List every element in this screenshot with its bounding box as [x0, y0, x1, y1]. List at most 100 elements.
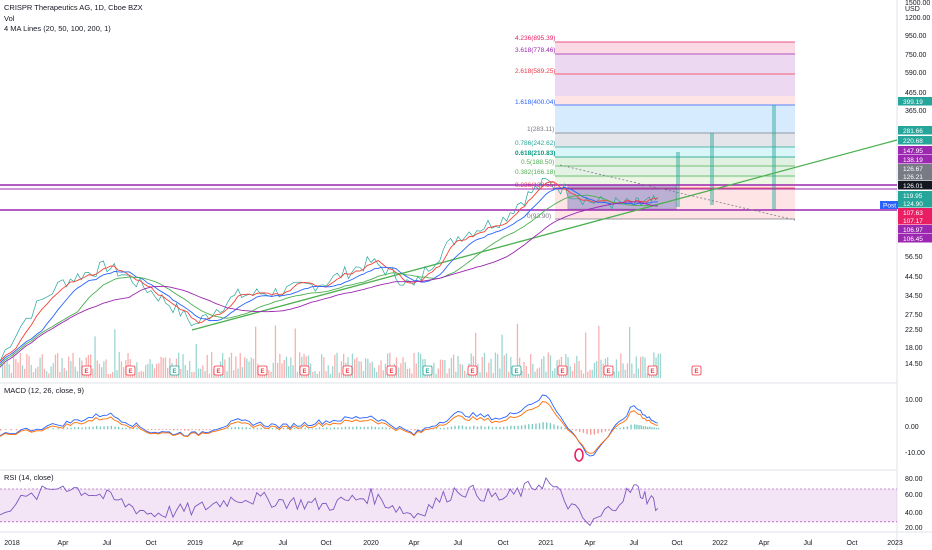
volume-bar [446, 373, 448, 378]
volume-bar [233, 370, 235, 378]
volume-bar [400, 363, 402, 378]
volume-bar [202, 365, 204, 378]
volume-bar [642, 356, 644, 378]
volume-bar [244, 357, 246, 378]
macd-hist-bar [118, 426, 120, 430]
rsi-tick: 80.00 [905, 476, 923, 483]
macd-highlight [574, 448, 584, 462]
macd-hist-bar [31, 429, 33, 430]
macd-hist-bar [495, 426, 497, 430]
earnings-event: E [169, 365, 180, 376]
macd-hist-bar [356, 426, 358, 430]
rsi-tick: 60.00 [905, 492, 923, 499]
macd-tick: 10.00 [905, 397, 923, 404]
volume-bar [373, 367, 376, 378]
macd-hist-bar [590, 429, 592, 435]
macd-hist-bar [644, 426, 647, 430]
volume-bar [457, 355, 459, 378]
macd-hist-bar [484, 426, 486, 430]
trendline[interactable] [191, 139, 898, 331]
time-tick: Jul [279, 540, 288, 547]
fib-extension-tool[interactable]: 4.236(895.39) 3.618(778.46) 2.618(589.25… [515, 35, 795, 220]
volume-bar [173, 373, 175, 378]
macd-hist-bar [318, 427, 321, 430]
macd-hist-bar [85, 427, 87, 430]
volume-bar [648, 373, 651, 378]
fib-label-4236: 4.236(895.39) [515, 35, 555, 42]
macd-hist-bar [439, 427, 442, 430]
macd-hist-bar [47, 428, 49, 430]
price-tag: 126.21 [898, 172, 932, 181]
volume-bar [26, 354, 28, 378]
volume-bar [574, 363, 576, 378]
macd-hist-bar [180, 429, 182, 430]
volume-bar [270, 371, 272, 378]
volume-bar [494, 352, 497, 378]
macd-hist-bar [191, 429, 193, 430]
macd-hist-bar [469, 426, 471, 430]
volume-bar [356, 357, 358, 378]
macd-hist-bar [158, 429, 160, 431]
volume-bar [252, 358, 255, 378]
price-tag: 138.19 [898, 155, 932, 164]
svg-text:E: E [694, 369, 698, 375]
macd-hist-bar [195, 429, 197, 430]
macd-hist-bar [465, 426, 467, 430]
volume-bar [576, 355, 578, 378]
price-tag: 281.66 [898, 126, 932, 135]
volume-bar [153, 368, 156, 378]
volume-bar [35, 368, 37, 378]
volume-bar [523, 361, 525, 378]
macd-hist-bar [114, 426, 116, 430]
volume-bar [72, 352, 74, 378]
macd-hist-bar [264, 428, 266, 430]
volume-bar [189, 361, 191, 378]
volume-bar [208, 373, 211, 378]
time-tick: Apr [233, 540, 245, 547]
volume-bar [552, 370, 554, 378]
macd-hist-bar [230, 427, 233, 430]
volume-bar [197, 368, 200, 378]
macd-hist-bar [326, 427, 328, 430]
svg-text:Post: Post [883, 203, 896, 210]
macd-hist-bar [649, 426, 651, 430]
price-tag: 124.90 [898, 199, 932, 208]
volume-bar [433, 362, 435, 378]
volume-bar [116, 370, 118, 378]
volume-bar [596, 361, 598, 378]
macd-hist-bar [553, 424, 555, 430]
time-tick: Oct [321, 540, 332, 547]
ma-line [0, 201, 658, 368]
rsi-tick: 40.00 [905, 510, 923, 517]
macd-hist-bar [57, 428, 60, 430]
volume-bar [136, 362, 138, 378]
volume-bar [41, 354, 43, 378]
svg-text:124.90: 124.90 [903, 201, 923, 208]
volume-bar [127, 353, 129, 378]
volume-bar [461, 364, 464, 378]
macd-line [0, 394, 658, 457]
price-tag: 119.95 [898, 191, 932, 200]
volume-bar [554, 368, 556, 378]
currency-label: USD [905, 6, 920, 13]
volume-bar [455, 371, 457, 378]
volume-bar [659, 353, 662, 378]
macd-hist-bar [209, 429, 211, 430]
time-tick: Apr [759, 540, 771, 547]
volume-bar [299, 352, 301, 378]
macd-hist-bar [634, 424, 636, 430]
volume-bar [10, 372, 13, 378]
volume-bar [411, 373, 413, 378]
volume-bar [567, 357, 569, 378]
fib-label-0786: 0.786(242.62) [515, 140, 555, 147]
volume-bar [582, 373, 585, 378]
volume-bar [521, 370, 523, 378]
macd-hist-bar [642, 426, 645, 430]
time-tick: Jul [454, 540, 463, 547]
macd-hist-bar [271, 427, 274, 430]
macd-hist-bar [66, 427, 69, 430]
volume-bar [52, 363, 54, 378]
volume-bar [138, 372, 140, 378]
